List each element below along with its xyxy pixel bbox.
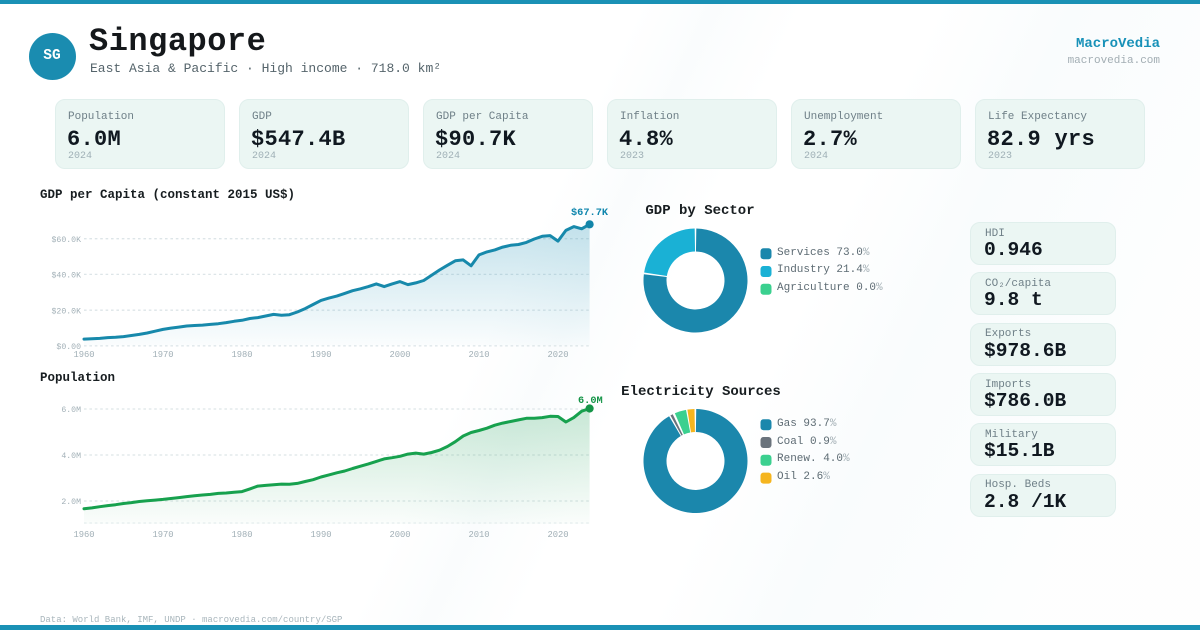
svg-text:1990: 1990 [310,350,331,360]
svg-text:$0.00: $0.00 [56,342,81,352]
svg-text:1960: 1960 [73,530,94,540]
svg-text:2000: 2000 [389,530,410,540]
svg-text:2010: 2010 [468,530,489,540]
svg-text:2010: 2010 [468,350,489,360]
svg-text:4.0M: 4.0M [61,452,81,461]
svg-text:2020: 2020 [547,530,568,540]
svg-text:$60.0K: $60.0K [52,235,82,245]
svg-text:1980: 1980 [231,530,252,540]
svg-text:2020: 2020 [547,350,568,360]
svg-text:1960: 1960 [73,350,94,360]
svg-text:$20.0K: $20.0K [52,306,82,316]
svg-text:2000: 2000 [389,350,410,360]
svg-text:1980: 1980 [231,350,252,360]
svg-text:1990: 1990 [310,530,331,540]
svg-text:2.0M: 2.0M [61,498,81,507]
svg-text:$40.0K: $40.0K [52,271,82,281]
svg-text:1970: 1970 [152,350,173,360]
svg-text:6.0M: 6.0M [61,406,81,415]
svg-text:1970: 1970 [152,530,173,540]
